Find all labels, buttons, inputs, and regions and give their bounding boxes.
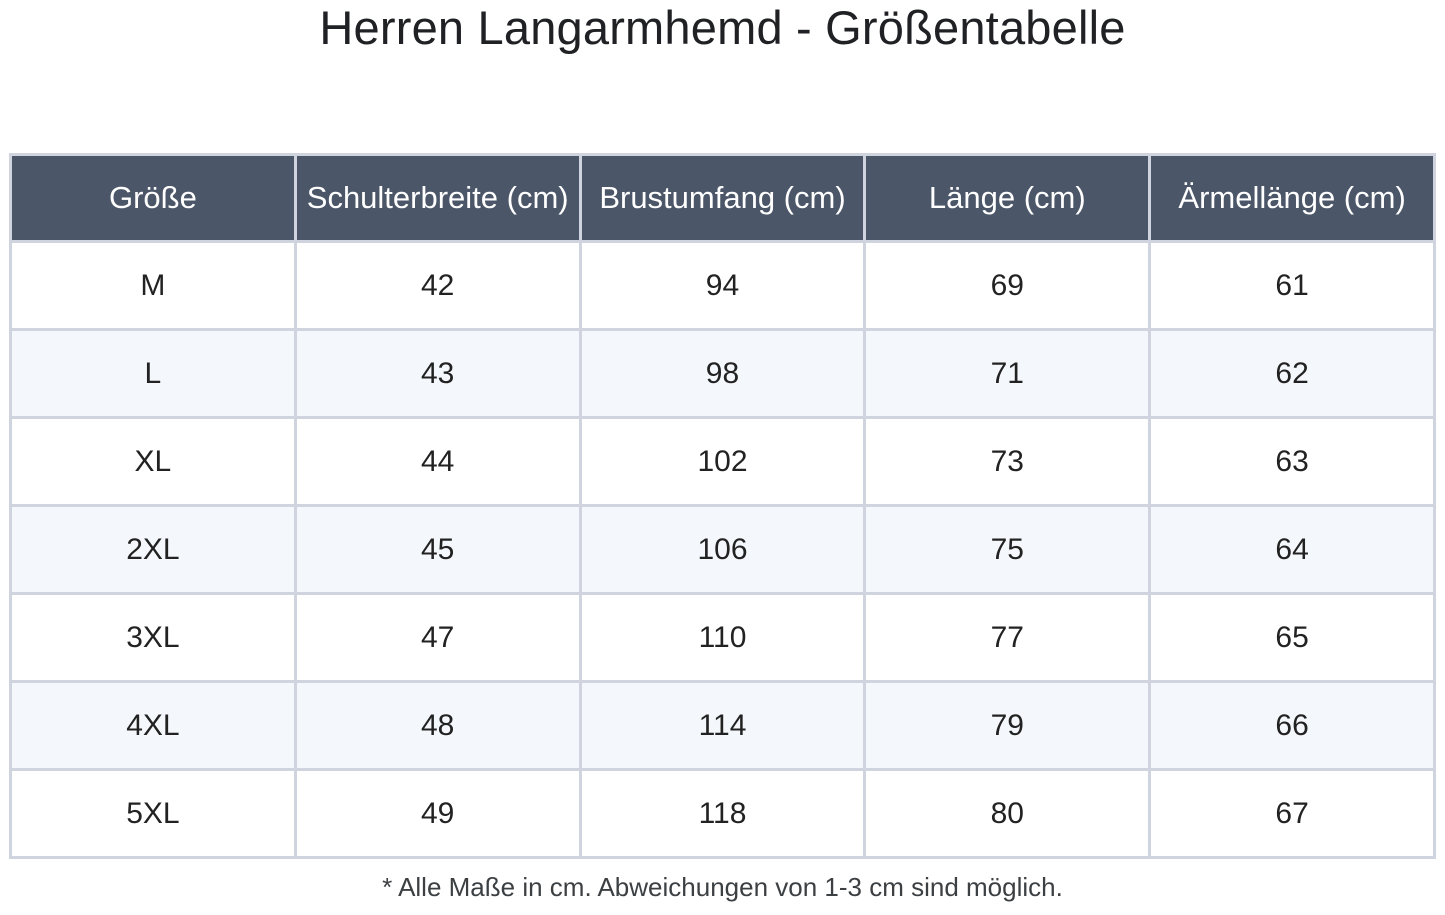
column-header-shoulder-width: Schulterbreite (cm) [293,153,582,243]
cell-chest: 106 [578,504,867,595]
table-row: 3XL 47 110 77 65 [9,592,1436,683]
cell-sleeve-length: 64 [1148,504,1436,595]
cell-length: 79 [863,680,1152,771]
cell-chest: 102 [578,416,867,507]
table-header-row: Größe Schulterbreite (cm) Brustumfang (c… [9,153,1436,243]
cell-chest: 98 [578,328,867,419]
table-row: XL 44 102 73 63 [9,416,1436,507]
cell-length: 71 [863,328,1152,419]
cell-sleeve-length: 61 [1148,240,1436,331]
column-header-length: Länge (cm) [863,153,1152,243]
cell-chest: 114 [578,680,867,771]
cell-size: XL [9,416,297,507]
cell-chest: 110 [578,592,867,683]
cell-shoulder-width: 48 [293,680,582,771]
cell-shoulder-width: 45 [293,504,582,595]
cell-chest: 118 [578,768,867,859]
cell-size: L [9,328,297,419]
cell-size: 3XL [9,592,297,683]
cell-length: 77 [863,592,1152,683]
cell-sleeve-length: 66 [1148,680,1436,771]
cell-size: 5XL [9,768,297,859]
table-row: L 43 98 71 62 [9,328,1436,419]
cell-shoulder-width: 49 [293,768,582,859]
cell-length: 69 [863,240,1152,331]
cell-size: M [9,240,297,331]
cell-length: 75 [863,504,1152,595]
cell-length: 80 [863,768,1152,859]
cell-shoulder-width: 42 [293,240,582,331]
footnote: * Alle Maße in cm. Abweichungen von 1-3 … [382,872,1063,902]
table-row: 4XL 48 114 79 66 [9,680,1436,771]
cell-sleeve-length: 67 [1148,768,1436,859]
cell-sleeve-length: 65 [1148,592,1436,683]
cell-sleeve-length: 62 [1148,328,1436,419]
column-header-chest: Brustumfang (cm) [578,153,867,243]
cell-shoulder-width: 44 [293,416,582,507]
table-row: 5XL 49 118 80 67 [9,768,1436,859]
cell-size: 4XL [9,680,297,771]
column-header-sleeve-length: Ärmellänge (cm) [1148,153,1436,243]
cell-chest: 94 [578,240,867,331]
column-header-size: Größe [9,153,297,243]
cell-shoulder-width: 47 [293,592,582,683]
cell-size: 2XL [9,504,297,595]
table-row: 2XL 45 106 75 64 [9,504,1436,595]
cell-sleeve-length: 63 [1148,416,1436,507]
table-row: M 42 94 69 61 [9,240,1436,331]
cell-shoulder-width: 43 [293,328,582,419]
cell-length: 73 [863,416,1152,507]
size-table: Größe Schulterbreite (cm) Brustumfang (c… [9,153,1436,859]
page-title: Herren Langarmhemd - Größentabelle [319,1,1126,54]
